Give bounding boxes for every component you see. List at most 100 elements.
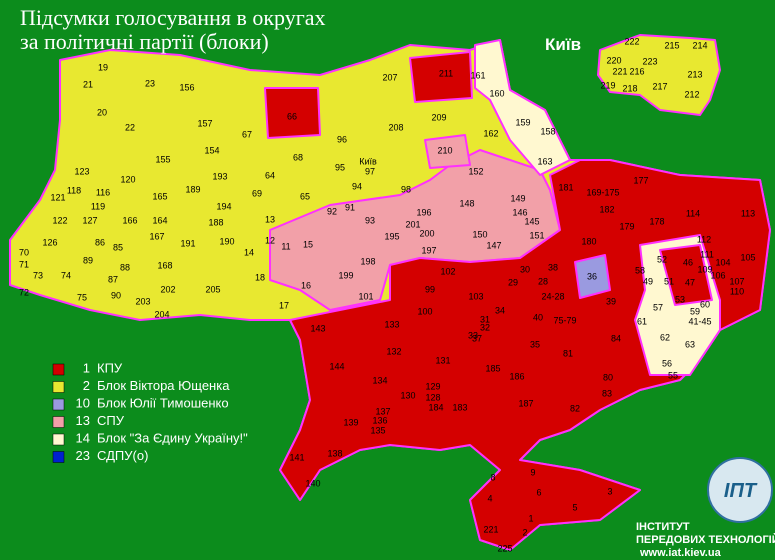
region [597,34,721,116]
district-label: 150 [472,229,487,239]
district-label: 59 [690,306,700,316]
district-label: 215 [664,40,679,50]
district-label: 129 [425,381,440,391]
district-label: 101 [358,291,373,301]
legend-swatch [52,381,65,393]
district-label: 199 [338,270,353,280]
district-label: 166 [122,215,137,225]
district-label: 100 [417,306,432,316]
district-label: 157 [197,118,212,128]
title-line: Підсумки голосування в округах [20,5,326,30]
region [574,254,611,299]
district-label: 164 [152,215,167,225]
district-label: 207 [382,72,397,82]
district-label: 131 [435,355,450,365]
district-label: 116 [96,187,110,197]
district-label: 15 [303,239,313,249]
district-label: 111 [700,249,714,259]
district-label: 159 [515,117,530,127]
district-label: 160 [489,88,504,98]
district-label: 41-45 [688,316,711,326]
district-label: 23 [145,78,155,88]
district-label: 80 [603,372,613,382]
district-label: 21 [83,79,93,89]
district-label: 64 [265,170,275,180]
region [659,244,713,306]
district-label: 71 [19,259,29,269]
district-label: 65 [300,191,310,201]
district-label: 140 [305,478,320,488]
district-label: 177 [633,175,648,185]
district-label: 11 [281,241,290,251]
district-label: 113 [741,208,755,218]
district-label: 70 [19,247,29,257]
district-label: 37 [472,333,482,343]
district-label: 36 [587,271,597,281]
district-label: 212 [684,89,699,99]
district-label: 168 [157,260,172,270]
district-label: 196 [416,207,431,217]
district-label: 55 [668,370,678,380]
district-label: 95 [335,162,345,172]
region [264,87,321,139]
district-label: 31 [480,314,490,324]
district-label: 47 [685,277,695,287]
district-label: 52 [657,254,667,264]
district-label: 22 [125,122,135,132]
district-label: 73 [33,270,43,280]
district-label: 112 [697,234,711,244]
district-label: 66 [287,111,297,121]
legend-number: 2 [83,378,90,393]
district-label: 83 [602,388,612,398]
district-label: 53 [675,294,685,304]
district-label: 118 [67,185,81,195]
district-label: 19 [98,62,108,72]
district-label: Київ [359,156,377,166]
district-label: 205 [205,284,220,294]
district-label: 134 [372,375,387,385]
district-label: 162 [483,128,498,138]
district-label: 132 [386,346,401,356]
institute-url: www.iat.kiev.ua [639,547,722,559]
district-label: 86 [95,237,105,247]
district-label: 209 [431,112,446,122]
district-label: 8 [490,472,495,482]
district-label: 158 [540,126,555,136]
district-label: 6 [536,487,541,497]
legend-swatch [52,451,65,463]
district-label: 109 [697,264,712,274]
district-label: 154 [204,145,219,155]
district-label: 156 [179,82,194,92]
legend-name: Блок Юлії Тимошенко [97,395,229,410]
institute-name: ПЕРЕДОВИХ ТЕХНОЛОГІЙ [636,533,775,546]
district-label: 221 [483,524,498,534]
legend-number: 13 [76,413,90,428]
district-label: 183 [452,402,467,412]
district-label: 119 [91,201,105,211]
district-label: 2 [522,527,527,537]
district-label: 138 [327,448,342,458]
district-label: 49 [643,276,653,286]
legend-name: СДПУ(о) [97,448,148,463]
district-label: 61 [637,316,647,326]
district-label: 89 [83,255,93,265]
district-label: 188 [208,217,223,227]
district-label: 163 [537,156,552,166]
district-label: 56 [662,358,672,368]
district-label: 155 [155,154,170,164]
district-label: 13 [265,214,275,224]
district-label: 165 [152,191,167,201]
district-label: 1 [528,513,533,523]
legend-number: 1 [83,360,90,375]
district-label: 105 [740,252,755,262]
district-label: 9 [530,467,535,477]
district-label: 110 [730,286,744,296]
district-label: 202 [160,284,175,294]
district-label: 63 [685,339,695,349]
district-label: 144 [329,361,344,371]
district-label: 96 [337,134,347,144]
district-label: 189 [185,184,200,194]
district-label: 127 [82,215,97,225]
district-label: 28 [538,276,548,286]
